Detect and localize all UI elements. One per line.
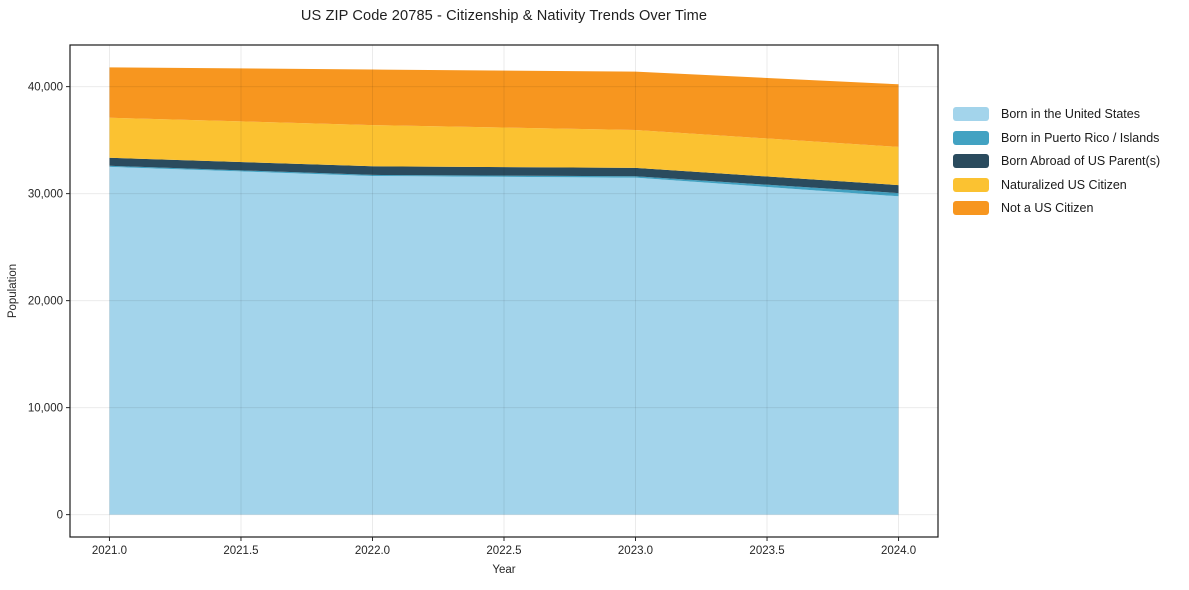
- legend-label-born-in-us: Born in the United States: [1001, 107, 1140, 121]
- legend-label-naturalized: Naturalized US Citizen: [1001, 177, 1127, 192]
- chart-title: US ZIP Code 20785 - Citizenship & Nativi…: [300, 8, 708, 24]
- x-axis-label: Year: [492, 564, 515, 576]
- x-tick-label: 2024.0: [881, 545, 916, 557]
- legend-item: Naturalized US Citizen: [953, 177, 1160, 192]
- x-tick-label: 2022.0: [355, 545, 390, 557]
- y-tick-label: 30,000: [28, 189, 63, 201]
- x-tick-label: 2021.0: [92, 545, 127, 557]
- stacked-areas: [109, 67, 899, 515]
- legend-swatch-naturalized: [953, 177, 989, 192]
- gridlines: [70, 45, 938, 537]
- legend-label-born-pr-islands: Born in Puerto Rico / Islands: [1001, 130, 1160, 145]
- area-born-in-puerto-rico-islands: [109, 165, 899, 197]
- legend-label-not-citizen: Not a US Citizen: [1001, 201, 1094, 215]
- plot-area: 2021.0 2021.5 2022.0 2022.5 2023.0 2023.5 2024…: [28, 44, 939, 557]
- legend-item: Born in Puerto Rico / Islands: [953, 130, 1160, 145]
- y-tick-label: 10,000: [28, 403, 63, 415]
- legend-swatch-not-citizen: [953, 201, 989, 215]
- x-tick-label: 2023.0: [618, 545, 653, 557]
- x-tick-label: 2022.5: [486, 545, 521, 557]
- area-not-a-us-citizen: [109, 67, 899, 147]
- legend-item: Not a US Citizen: [953, 201, 1160, 215]
- y-tick-label: 40,000: [28, 82, 63, 94]
- x-tick-label: 2023.5: [749, 545, 784, 557]
- legend-swatch-born-abroad: [953, 154, 989, 168]
- legend-swatch-born-pr-islands: [953, 130, 989, 145]
- legend-label-born-abroad: Born Abroad of US Parent(s): [1001, 154, 1161, 168]
- area-born-abroad-of-us-parent-s: [109, 157, 899, 194]
- legend: Born in the United States Born in Puerto…: [953, 107, 1160, 215]
- y-axis-label: Population: [7, 264, 19, 318]
- tick-labels: 2021.0 2021.5 2022.0 2022.5 2023.0 2023.5 2024…: [28, 82, 916, 557]
- x-tick-label: 2021.5: [223, 545, 258, 557]
- axis-ticks: [66, 86, 900, 541]
- area-naturalized-us-citizen: [109, 117, 899, 186]
- area-born-in-the-united-states: [109, 166, 899, 515]
- y-tick-label: 0: [57, 510, 63, 522]
- legend-swatch-born-in-us: [953, 107, 989, 121]
- legend-item: Born in the United States: [953, 107, 1160, 121]
- y-tick-label: 20,000: [28, 296, 63, 308]
- legend-item: Born Abroad of US Parent(s): [953, 154, 1160, 168]
